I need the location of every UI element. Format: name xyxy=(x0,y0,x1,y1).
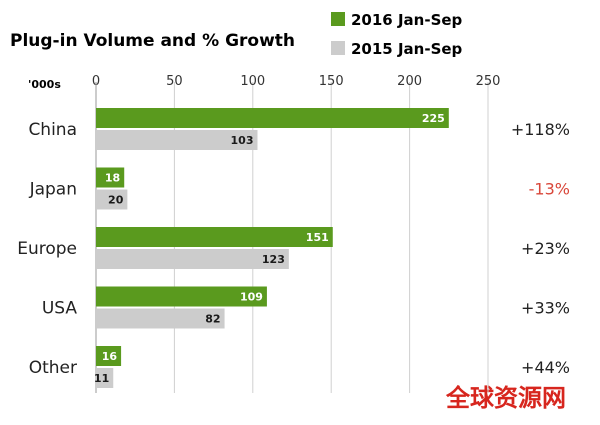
bar xyxy=(96,130,258,150)
bar xyxy=(96,227,333,247)
data-label: 18 xyxy=(105,172,120,185)
legend-label: 2015 Jan-Sep xyxy=(351,40,463,58)
bar xyxy=(96,249,289,269)
watermark: 全球资源网 xyxy=(445,384,566,412)
chart-title: Plug-in Volume and % Growth xyxy=(10,31,295,51)
legend-label: 2016 Jan-Sep xyxy=(351,11,463,29)
bar xyxy=(96,189,128,210)
data-label: 20 xyxy=(108,194,124,207)
category-label: USA xyxy=(42,299,78,319)
growth-label: -13% xyxy=(529,180,570,199)
bar xyxy=(96,308,225,329)
category-label: Other xyxy=(29,358,77,378)
bar xyxy=(96,167,125,188)
category-label: Europe xyxy=(17,239,77,259)
x-tick-label: 100 xyxy=(240,74,265,89)
growth-label: +118% xyxy=(511,120,570,139)
x-tick-label: 0 xyxy=(92,74,100,89)
growth-label: +23% xyxy=(521,239,570,258)
growth-label: +44% xyxy=(521,358,570,377)
x-tick-label: 200 xyxy=(397,74,422,89)
x-tick-label: 150 xyxy=(319,74,344,89)
bar xyxy=(96,368,114,388)
legend-swatch xyxy=(331,12,345,26)
category-label: Japan xyxy=(29,180,77,200)
data-label: 82 xyxy=(205,313,220,326)
x-tick-label: 250 xyxy=(476,74,501,89)
bar xyxy=(96,346,122,366)
data-label: 123 xyxy=(262,253,285,266)
data-label: 109 xyxy=(240,291,263,304)
growth-label: +33% xyxy=(521,299,570,318)
bar xyxy=(96,108,449,128)
data-label: 16 xyxy=(102,350,118,363)
category-label: China xyxy=(28,120,77,140)
unit-label: '000s xyxy=(28,78,61,91)
legend-swatch xyxy=(331,41,345,55)
data-label: 11 xyxy=(94,372,109,385)
data-label: 151 xyxy=(306,231,329,244)
x-tick-label: 50 xyxy=(166,74,183,89)
data-label: 103 xyxy=(231,134,254,147)
data-label: 225 xyxy=(422,112,445,125)
bar xyxy=(96,286,267,307)
